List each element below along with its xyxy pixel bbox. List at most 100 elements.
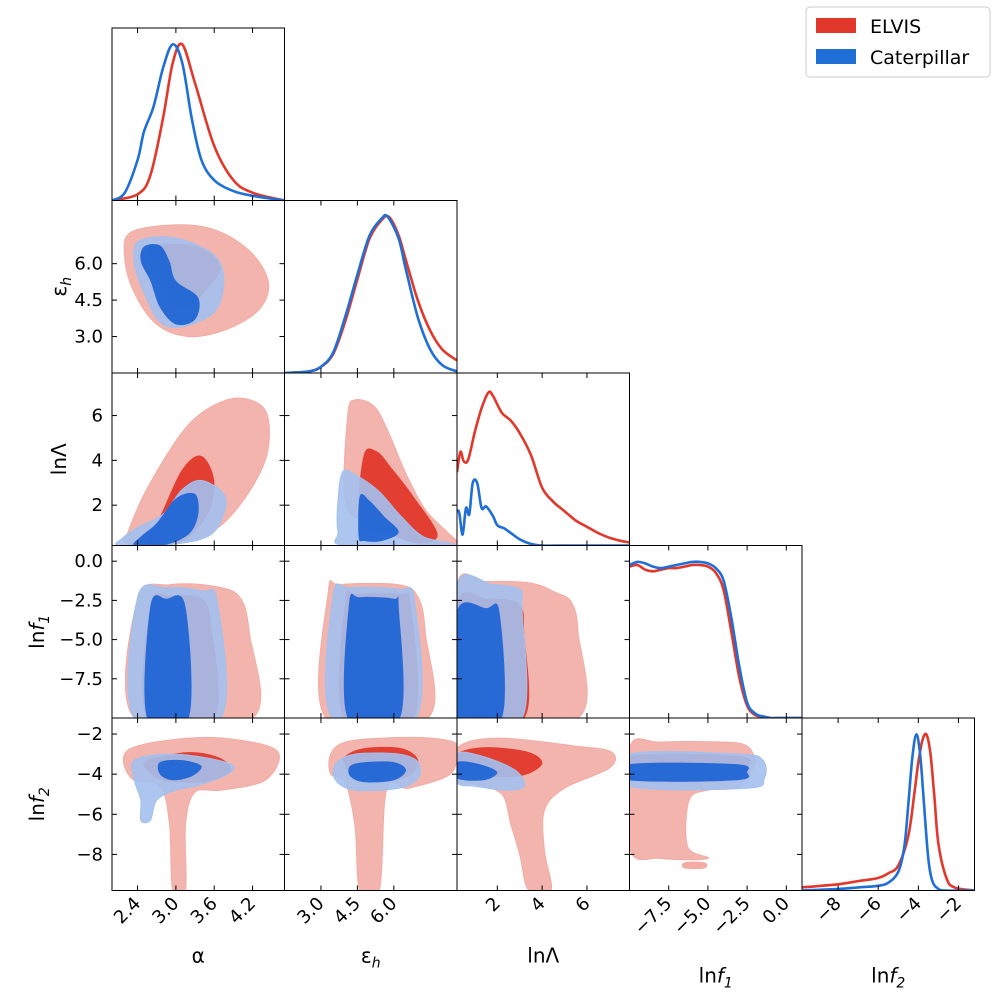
legend-label-caterpillar: Caterpillar — [870, 47, 969, 69]
x-tick-label-lnf2: −4 — [892, 893, 926, 927]
x-tick-label-alpha: 2.4 — [110, 893, 145, 928]
label-var: f — [25, 621, 49, 631]
marginal-line-caterpillar-lnf2 — [802, 733, 975, 891]
panel-lnf1-vs-lnf1 — [629, 545, 803, 719]
panel-lnf1-vs-lnLambda — [456, 545, 630, 719]
x-axis-title-eps_h: εh — [361, 944, 381, 972]
contour-inner-caterpillar — [629, 762, 749, 782]
panel-body — [123, 224, 270, 338]
panel-eps_h-vs-eps_h — [284, 200, 458, 374]
label-main: ε — [361, 944, 372, 968]
x-tick-label-eps_h: 4.5 — [330, 893, 365, 928]
panel-alpha-vs-alpha — [111, 27, 285, 201]
contour-inner-caterpillar — [358, 493, 399, 542]
marginal-line-elvis-lnf2 — [802, 732, 975, 891]
x-tick-label-alpha: 4.2 — [225, 893, 260, 928]
y-axis-title-lnf1: lnf1 — [25, 615, 53, 649]
x-tick-label-lnf1: −5.0 — [670, 893, 716, 939]
contour-inner-caterpillar — [457, 602, 505, 718]
y-tick-label-lnLambda: 4 — [92, 450, 103, 471]
label-sub: 2 — [37, 787, 53, 796]
panel-body — [328, 736, 457, 891]
panel-frame — [456, 372, 630, 546]
panel-lnf1-vs-eps_h — [284, 545, 458, 719]
y-tick-label-lnf1: −7.5 — [59, 669, 103, 690]
panel-body — [629, 560, 802, 718]
x-tick-label-alpha: 3.0 — [148, 893, 183, 928]
panel-lnf1-vs-alpha — [111, 545, 285, 719]
panel-frame — [801, 717, 975, 891]
y-tick-label-lnLambda: 6 — [92, 406, 103, 427]
x-tick-label-lnLambda: 6 — [572, 893, 595, 916]
label-var: f — [889, 964, 899, 988]
panel-body — [457, 390, 630, 546]
x-tick-label-lnf1: −7.5 — [630, 893, 676, 939]
label-main: ln — [871, 964, 889, 988]
panel-lnLambda-vs-lnLambda — [456, 372, 630, 546]
y-tick-label-lnf2: −8 — [76, 844, 103, 865]
x-axis-title-lnf2: lnf2 — [871, 964, 905, 992]
panel-body — [457, 737, 617, 891]
y-tick-label-lnf1: −5.0 — [59, 630, 103, 651]
panel-body — [124, 583, 262, 718]
label-sub: h — [59, 277, 75, 286]
y-axis-title-lnLambda: lnΛ — [47, 443, 71, 475]
x-tick-label-eps_h: 3.0 — [293, 893, 328, 928]
panel-lnLambda-vs-alpha — [111, 372, 285, 546]
y-tick-label-lnf2: −4 — [76, 764, 103, 785]
x-tick-label-lnLambda: 4 — [527, 893, 550, 916]
panel-lnf2-vs-lnf2 — [801, 717, 975, 891]
x-tick-label-eps_h: 6.0 — [366, 893, 401, 928]
x-tick-label-lnf1: −2.5 — [709, 893, 755, 939]
y-axis-title-eps_h: εh — [47, 277, 75, 297]
marginal-line-caterpillar-lnf1 — [629, 560, 802, 718]
label-main: ε — [47, 286, 71, 297]
marginal-line-elvis-lnf1 — [629, 563, 802, 718]
label-main: lnΛ — [527, 944, 559, 968]
marginal-line-elvis-alpha — [112, 42, 285, 201]
label-main: lnΛ — [47, 443, 71, 475]
contour-inner-caterpillar — [144, 595, 192, 718]
panel-body — [802, 732, 975, 891]
y-tick-label-eps_h: 3.0 — [74, 327, 103, 348]
panel-eps_h-vs-alpha — [111, 200, 285, 374]
label-sub: 1 — [37, 615, 53, 624]
y-tick-label-lnf2: −2 — [76, 724, 103, 745]
panel-body — [122, 736, 280, 891]
legend-swatch-caterpillar — [816, 49, 856, 64]
x-tick-label-lnLambda: 2 — [482, 893, 505, 916]
panels-layer — [111, 27, 975, 891]
panel-body — [334, 399, 457, 546]
label-main: ln — [25, 803, 49, 821]
panel-frame — [284, 200, 458, 374]
y-tick-label-lnf1: 0.0 — [74, 551, 103, 572]
panel-lnf2-vs-lnLambda — [456, 717, 630, 891]
y-tick-label-eps_h: 4.5 — [74, 290, 103, 311]
marginal-line-caterpillar-alpha — [112, 43, 285, 201]
x-tick-label-lnf2: −2 — [932, 893, 966, 927]
contour-inner-caterpillar — [157, 759, 202, 781]
legend: ELVIS Caterpillar — [805, 6, 991, 78]
y-tick-label-lnLambda: 2 — [92, 495, 103, 516]
x-tick-label-lnf1: 0.0 — [759, 893, 794, 928]
y-axis-title-lnf2: lnf2 — [25, 787, 53, 821]
label-sub: 1 — [724, 976, 733, 992]
panel-body — [629, 738, 767, 870]
panel-lnf2-vs-alpha — [111, 717, 285, 891]
x-axis-title-lnf1: lnf1 — [699, 964, 733, 992]
legend-swatch-elvis — [816, 18, 856, 33]
label-main: ln — [699, 964, 717, 988]
y-tick-label-eps_h: 6.0 — [74, 254, 103, 275]
panel-body — [284, 213, 457, 373]
contour-island-elvis — [681, 861, 708, 870]
y-tick-label-lnf1: −2.5 — [59, 590, 103, 611]
panel-lnf2-vs-eps_h — [284, 717, 458, 891]
x-axis-title-lnLambda: lnΛ — [527, 944, 559, 968]
contour-inner-caterpillar — [343, 594, 404, 718]
panel-body — [318, 580, 436, 718]
contour-inner-caterpillar — [140, 244, 200, 326]
panel-lnf2-vs-lnf1 — [629, 717, 803, 891]
label-main: ln — [25, 631, 49, 649]
legend-label-elvis: ELVIS — [870, 16, 921, 38]
y-tick-label-lnf2: −6 — [76, 804, 103, 825]
